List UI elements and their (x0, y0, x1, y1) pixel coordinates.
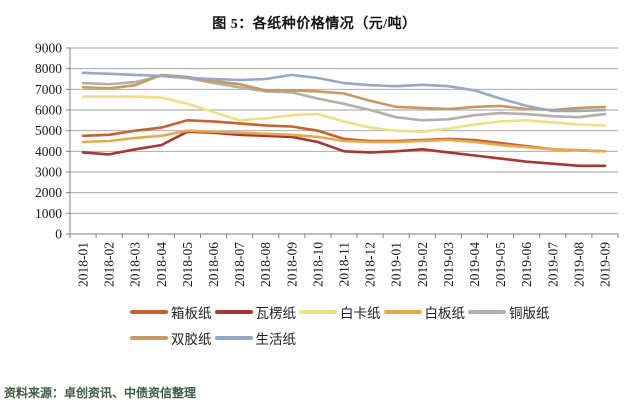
series-line-瓦楞纸 (81, 130, 607, 168)
legend-label: 白板纸 (424, 306, 466, 321)
y-tick-label: 3000 (35, 165, 62, 180)
x-tick-label: 2018-07 (232, 242, 247, 287)
x-tick-label: 2018-08 (258, 242, 273, 287)
y-tick-label: 6000 (35, 103, 62, 118)
x-tick-label: 2019-08 (571, 242, 586, 287)
price-line-chart-svg: 0 1000 2000 3000 4000 5000 6000 7000 8000 9000 201… (35, 41, 619, 287)
x-tick-label: 2018-05 (180, 242, 195, 287)
legend-line-swatch (214, 336, 253, 340)
y-tick-label: 1000 (35, 206, 62, 221)
series-line-箱板纸 (81, 119, 607, 153)
legend-label: 瓦楞纸 (255, 306, 297, 321)
x-tick-label: 2018-10 (310, 242, 325, 287)
x-tick-label: 2018-12 (363, 242, 378, 287)
series-line-生活纸 (81, 71, 607, 113)
legend-item-双胶纸: 双胶纸 (130, 329, 212, 347)
legend-line-swatch (130, 310, 168, 314)
x-tick-label: 2018-03 (128, 242, 143, 287)
x-tick-label: 2018-06 (206, 242, 221, 287)
y-tick-label: 2000 (35, 185, 62, 200)
legend-label: 箱板纸 (171, 306, 212, 321)
legend-label: 铜版纸 (509, 306, 550, 321)
x-tick-label: 2019-02 (415, 242, 430, 287)
series-line-白卡纸 (81, 95, 607, 133)
x-tick-label: 2019-03 (441, 242, 456, 287)
legend-line-swatch (214, 310, 253, 314)
legend-item-生活纸: 生活纸 (214, 329, 297, 347)
x-tick-label: 2018-04 (154, 242, 169, 287)
chart-legend: 箱板纸 瓦楞纸 白卡纸 白板纸 铜版纸双胶纸 生活纸 (130, 303, 560, 347)
x-tick-label: 2019-06 (519, 242, 534, 287)
y-tick-label: 0 (55, 227, 62, 242)
y-tick-label: 8000 (35, 61, 62, 76)
legend-item-铜版纸: 铜版纸 (468, 303, 550, 321)
x-tick-label: 2019-07 (545, 242, 560, 287)
y-tick-label: 9000 (35, 41, 62, 56)
x-tick-label: 2018-09 (284, 242, 299, 287)
x-tick-label: 2019-09 (598, 242, 613, 287)
legend-label: 白卡纸 (340, 306, 381, 321)
x-tick-label: 2019-04 (467, 242, 482, 287)
x-tick-label: 2019-05 (493, 242, 508, 287)
price-line-chart: 0 1000 2000 3000 4000 5000 6000 7000 8000 9000 201… (0, 39, 629, 301)
x-tick-label: 2018-02 (102, 242, 117, 287)
x-tick-label: 2018-11 (337, 242, 352, 287)
legend-line-swatch (468, 310, 506, 314)
series-line-白板纸 (81, 129, 607, 153)
legend-item-白卡纸: 白卡纸 (299, 303, 381, 321)
x-tick-label: 2019-01 (389, 242, 404, 287)
legend-line-swatch (130, 336, 168, 340)
source-note: 资料来源：卓创资讯、中债资信整理 (4, 386, 197, 400)
legend-line-swatch (299, 310, 337, 314)
y-tick-label: 4000 (35, 144, 62, 159)
x-tick-label: 2018-01 (76, 242, 91, 287)
legend-label: 生活纸 (255, 332, 297, 347)
chart-title: 图 5：各纸种价格情况（元/吨） (212, 17, 417, 32)
legend-item-白板纸: 白板纸 (383, 303, 466, 321)
y-tick-label: 7000 (35, 82, 62, 97)
legend-item-箱板纸: 箱板纸 (130, 303, 212, 321)
legend-label: 双胶纸 (171, 332, 212, 347)
legend-line-swatch (383, 310, 422, 314)
y-tick-label: 5000 (35, 123, 62, 138)
legend-item-瓦楞纸: 瓦楞纸 (214, 303, 297, 321)
